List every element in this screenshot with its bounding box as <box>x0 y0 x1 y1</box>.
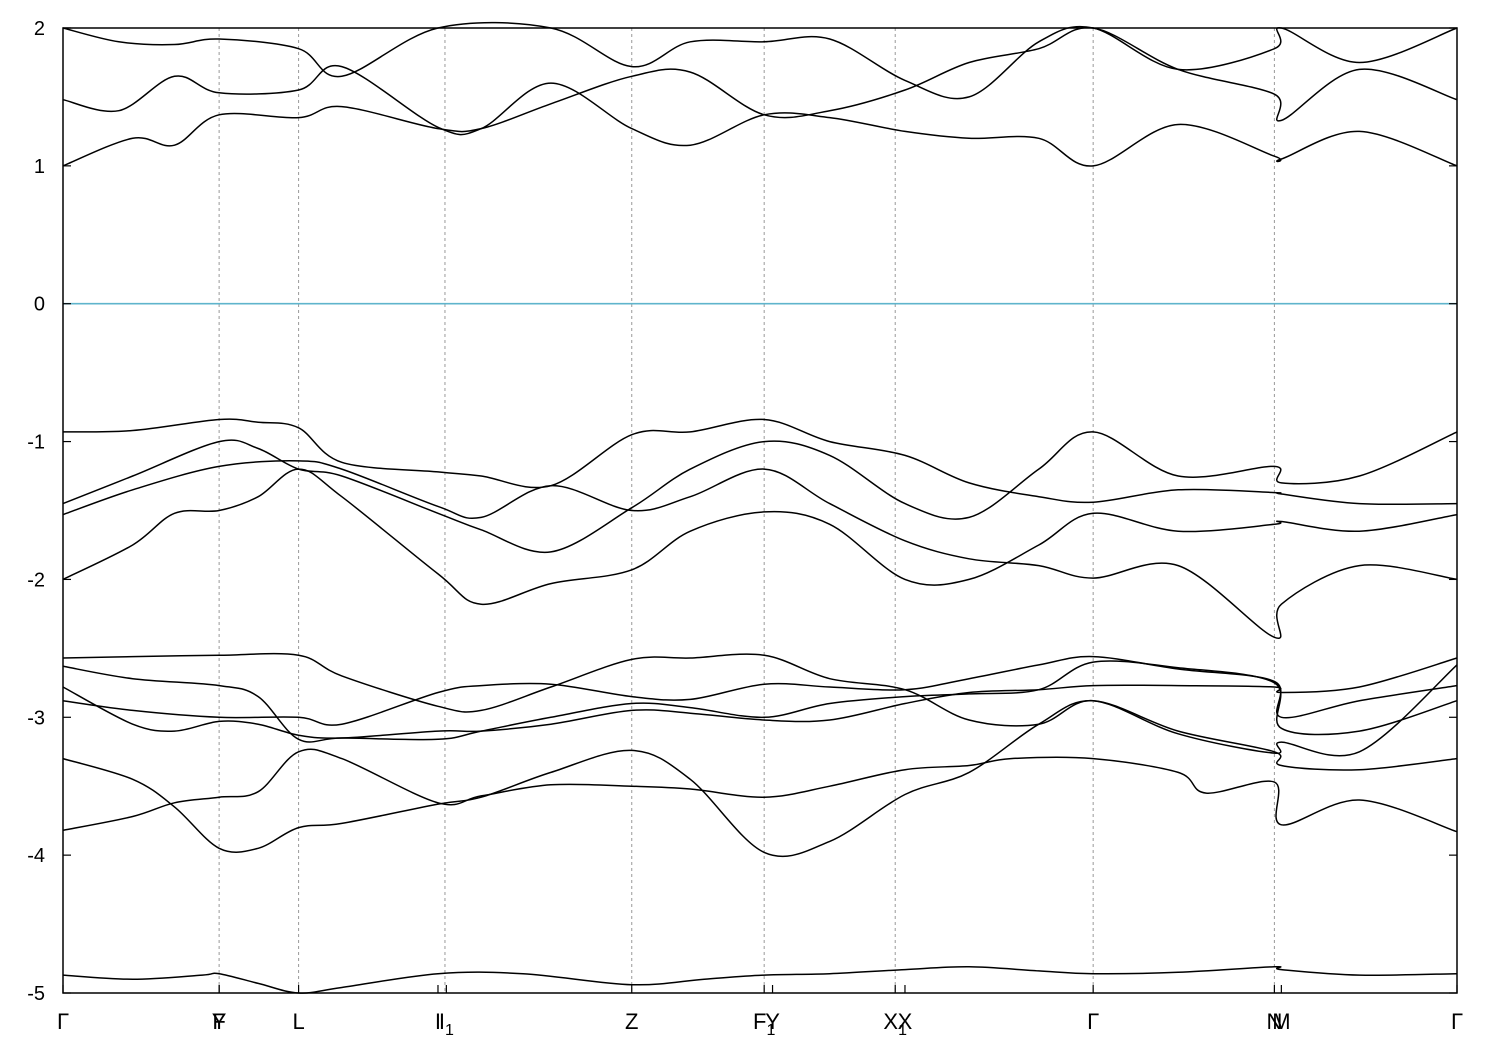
xtick-label-2: F <box>212 1009 225 1034</box>
ytick-label-3: -2 <box>27 569 45 591</box>
band-line-7 <box>62 468 1458 605</box>
xtick-subscript-5: 1 <box>445 1022 454 1039</box>
y-axis: -5 -4 -3 -2 -1 0 1 2 <box>27 18 1457 1005</box>
xtick-label-5: I1 <box>439 1009 454 1039</box>
ytick-label-5: 0 <box>34 294 45 316</box>
plot-border <box>62 27 1458 994</box>
band-lines <box>62 21 1458 994</box>
xtick-label-0: Γ <box>57 1009 69 1034</box>
ytick-label-0: -5 <box>27 983 45 1005</box>
band-line-1 <box>62 748 1458 833</box>
xtick-label-12: N <box>1266 1009 1282 1034</box>
xtick-label-4: I <box>435 1009 441 1034</box>
xtick-subscript-7: 1 <box>766 1022 775 1039</box>
xtick-label-3: L <box>292 1009 304 1034</box>
ytick-label-2: -3 <box>27 707 45 729</box>
xtick-label-1: Y <box>212 1009 227 1034</box>
band-line-12 <box>62 64 1458 167</box>
band-line-10 <box>62 418 1458 506</box>
x-axis: Γ YF L II1 Z F1Y X1X Γ NM Γ <box>57 985 1463 1039</box>
band-line-4 <box>62 657 1458 739</box>
ytick-label-1: -4 <box>27 845 45 867</box>
band-line-8 <box>62 460 1458 640</box>
xtick-label-14: Γ <box>1451 1009 1463 1034</box>
ytick-label-7: 2 <box>34 18 45 40</box>
xtick-label-8: Y <box>765 1009 780 1034</box>
xtick-label-11: Γ <box>1087 1009 1099 1034</box>
band-line-6 <box>62 652 1458 757</box>
xtick-label-13: M <box>1272 1009 1290 1034</box>
band-line-11 <box>62 26 1458 167</box>
xtick-subscript-9: 1 <box>898 1022 907 1039</box>
band-line-2 <box>62 699 1458 858</box>
band-line-9 <box>62 431 1458 554</box>
band-line-3 <box>62 655 1458 726</box>
band-line-0 <box>62 965 1458 994</box>
band-line-13 <box>62 21 1458 100</box>
xtick-label-6: Z <box>625 1009 638 1034</box>
ytick-label-4: -1 <box>27 432 45 454</box>
grid-lines <box>218 28 1275 993</box>
ytick-label-6: 1 <box>34 156 45 178</box>
xtick-label-10: X <box>898 1009 913 1034</box>
plot-frame <box>62 27 1458 994</box>
band-line-5 <box>62 660 1458 743</box>
